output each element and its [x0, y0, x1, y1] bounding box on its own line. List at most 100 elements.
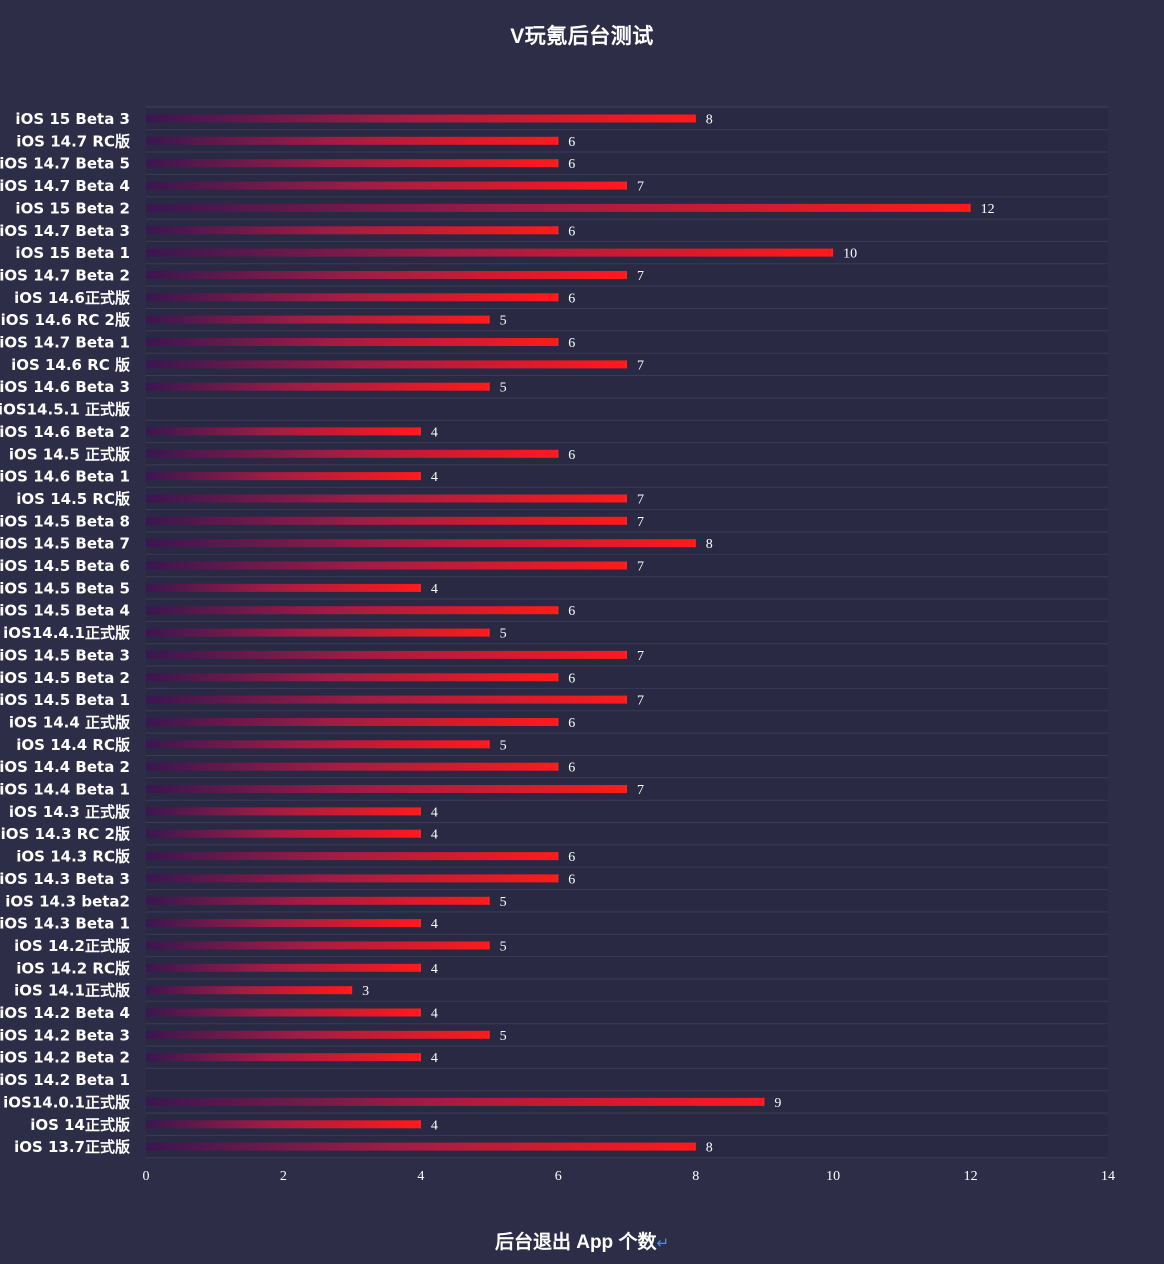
- value-label: 7: [637, 783, 644, 798]
- bar: [146, 181, 627, 190]
- bar: [146, 852, 559, 861]
- bar-end: [556, 874, 559, 883]
- category-label: iOS 14.5 Beta 7: [0, 535, 130, 553]
- bar: [146, 718, 559, 726]
- bar-end: [418, 963, 421, 972]
- value-label: 9: [774, 1096, 781, 1111]
- bar: [146, 740, 490, 749]
- bar: [146, 494, 627, 503]
- category-label: iOS 14.5 Beta 4: [0, 602, 130, 620]
- category-label: iOS 14.2 RC版: [16, 959, 130, 977]
- return-mark-icon: ↵: [656, 1235, 670, 1252]
- bar-end: [487, 941, 490, 950]
- category-label: iOS 14正式版: [30, 1116, 130, 1134]
- bar-end: [556, 159, 559, 168]
- bar-end: [693, 1142, 696, 1151]
- category-label: iOS 14.6 Beta 2: [0, 423, 130, 441]
- bar: [146, 829, 421, 838]
- bar-end: [487, 896, 490, 905]
- category-label: iOS 13.7正式版: [14, 1138, 130, 1156]
- category-label: iOS 15 Beta 3: [15, 110, 130, 128]
- value-label: 5: [500, 314, 507, 329]
- x-axis-label: 后台退出 App 个数↵: [0, 1227, 1164, 1254]
- value-label: 4: [431, 805, 438, 820]
- value-label: 4: [431, 470, 438, 485]
- value-label: 4: [431, 1007, 438, 1022]
- category-label: iOS 14.7 RC版: [16, 132, 130, 150]
- value-label: 8: [706, 1141, 713, 1156]
- bar-end: [418, 1008, 421, 1017]
- bar: [146, 516, 627, 525]
- category-label: iOS 14.5 Beta 8: [0, 512, 130, 530]
- bar: [146, 159, 559, 168]
- value-label: 12: [981, 202, 995, 217]
- value-label: 6: [568, 761, 575, 776]
- bar-end: [487, 315, 490, 324]
- bars: [146, 114, 971, 1151]
- bar-end: [418, 1120, 421, 1129]
- bar: [146, 695, 627, 704]
- x-tick-label: 8: [692, 1169, 699, 1184]
- bar-end: [556, 673, 559, 682]
- category-label: iOS 14.7 Beta 4: [0, 177, 130, 195]
- x-tick-label: 0: [143, 1169, 150, 1184]
- x-tick-label: 14: [1101, 1169, 1115, 1184]
- value-label: 8: [706, 113, 713, 128]
- bar-end: [831, 248, 834, 257]
- bar: [146, 762, 559, 771]
- category-label: iOS 14.2正式版: [14, 937, 130, 955]
- bar: [146, 673, 559, 682]
- x-tick-label: 4: [417, 1169, 424, 1184]
- bar-end: [487, 382, 490, 391]
- bar: [146, 293, 559, 302]
- bar: [146, 986, 353, 995]
- bar: [146, 874, 559, 883]
- category-label: iOS 14.2 Beta 2: [0, 1049, 130, 1067]
- value-label: 4: [431, 1118, 438, 1133]
- value-label: 3: [362, 984, 369, 999]
- category-labels: iOS 15 Beta 3 iOS 14.7 RC版 iOS 14.7 Beta 5…: [0, 110, 130, 1156]
- x-tick-label: 10: [826, 1169, 840, 1184]
- bar-end: [487, 1030, 490, 1039]
- value-label: 5: [500, 895, 507, 910]
- value-labels: 8 6 6 7 12 6 10 7 6 5 6 7 5 4 6 4 7 7 8 7 4 6 5 7 6 7 6 5 6 7 4 4 6 6 5 4 5 4…: [362, 113, 995, 1156]
- bar: [146, 1053, 421, 1062]
- value-label: 4: [431, 425, 438, 440]
- category-label: iOS 14.3 RC 2版: [1, 825, 130, 843]
- value-label: 7: [637, 515, 644, 530]
- category-label: iOS 14.6 RC 2版: [1, 311, 130, 329]
- bar: [146, 360, 627, 369]
- value-label: 6: [568, 336, 575, 351]
- category-label: iOS 14.7 Beta 2: [0, 267, 130, 285]
- value-label: 4: [431, 582, 438, 597]
- category-label: iOS 15 Beta 1: [15, 244, 130, 262]
- value-label: 4: [431, 917, 438, 932]
- bar: [146, 941, 490, 950]
- bar-end: [556, 852, 559, 861]
- x-axis-label-text: 后台退出 App 个数: [494, 1232, 657, 1253]
- bar: [146, 472, 421, 481]
- category-label: iOS 14.5 RC版: [16, 490, 130, 508]
- bar-end: [556, 226, 559, 235]
- bar: [146, 785, 627, 793]
- bar: [146, 203, 971, 212]
- bar: [146, 338, 559, 346]
- bar: [146, 1030, 490, 1039]
- category-label: iOS 15 Beta 2: [15, 199, 130, 217]
- value-label: 7: [637, 493, 644, 508]
- bar-end: [418, 583, 421, 592]
- bar: [146, 1008, 421, 1017]
- value-label: 7: [637, 560, 644, 575]
- bar: [146, 1097, 765, 1106]
- bar-end: [625, 181, 627, 190]
- category-label: iOS 14.5 Beta 2: [0, 669, 130, 687]
- bar: [146, 919, 421, 928]
- bar-end: [625, 650, 627, 659]
- bar-end: [487, 740, 490, 749]
- x-axis-ticks: 0 2 4 6 8 10 12 14: [143, 1169, 1116, 1184]
- value-label: 6: [568, 716, 575, 731]
- category-label: iOS 14.3 beta2: [5, 892, 130, 910]
- bar-end: [418, 472, 421, 481]
- bar-end: [556, 718, 559, 726]
- x-tick-label: 6: [555, 1169, 562, 1184]
